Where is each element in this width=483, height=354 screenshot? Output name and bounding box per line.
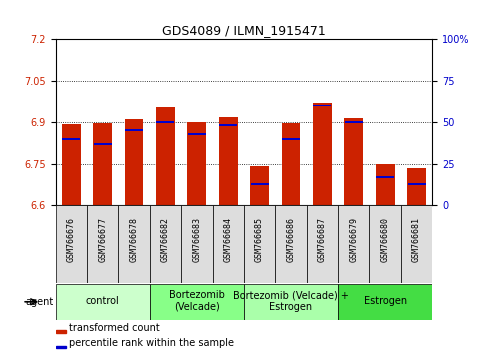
Text: control: control: [86, 296, 119, 306]
Bar: [56, 331, 66, 333]
Bar: [219, 116, 238, 205]
Bar: [125, 130, 143, 131]
Bar: [87, 205, 118, 283]
Text: GSM766677: GSM766677: [98, 217, 107, 262]
Bar: [376, 164, 395, 205]
Text: Estrogen: Estrogen: [364, 296, 407, 306]
Bar: [93, 123, 112, 205]
Bar: [118, 205, 150, 283]
Text: GSM766683: GSM766683: [192, 217, 201, 262]
Bar: [213, 205, 244, 283]
Bar: [62, 138, 80, 140]
Bar: [62, 124, 81, 205]
Text: GSM766679: GSM766679: [349, 217, 358, 262]
Bar: [275, 205, 307, 283]
Bar: [244, 205, 275, 283]
Bar: [282, 138, 300, 140]
Bar: [250, 166, 269, 205]
Bar: [181, 205, 213, 283]
Bar: [94, 143, 112, 145]
Bar: [156, 121, 174, 123]
Bar: [376, 176, 394, 178]
Text: GSM766684: GSM766684: [224, 217, 233, 262]
Bar: [56, 284, 150, 320]
Bar: [313, 103, 332, 205]
Bar: [251, 183, 269, 185]
Bar: [219, 125, 237, 126]
Text: agent: agent: [25, 297, 53, 307]
Text: Bortezomib
(Velcade): Bortezomib (Velcade): [169, 290, 225, 312]
Bar: [188, 133, 206, 135]
Text: GSM766687: GSM766687: [318, 217, 327, 262]
Bar: [344, 118, 363, 205]
Bar: [401, 205, 432, 283]
Text: GSM766676: GSM766676: [67, 217, 76, 262]
Bar: [125, 119, 143, 205]
Bar: [408, 183, 426, 185]
Bar: [56, 346, 66, 348]
Bar: [156, 107, 175, 205]
Text: GSM766680: GSM766680: [381, 217, 390, 262]
Bar: [244, 284, 338, 320]
Text: Bortezomib (Velcade) +
Estrogen: Bortezomib (Velcade) + Estrogen: [233, 290, 349, 312]
Bar: [338, 284, 432, 320]
Bar: [345, 121, 363, 123]
Bar: [369, 205, 401, 283]
Bar: [313, 104, 331, 107]
Bar: [150, 284, 244, 320]
Text: GSM766682: GSM766682: [161, 217, 170, 262]
Text: GSM766686: GSM766686: [286, 217, 296, 262]
Bar: [338, 205, 369, 283]
Text: percentile rank within the sample: percentile rank within the sample: [69, 338, 234, 348]
Bar: [307, 205, 338, 283]
Text: GSM766681: GSM766681: [412, 217, 421, 262]
Bar: [56, 205, 87, 283]
Text: transformed count: transformed count: [69, 323, 160, 333]
Text: GSM766678: GSM766678: [129, 217, 139, 262]
Text: GSM766685: GSM766685: [255, 217, 264, 262]
Bar: [150, 205, 181, 283]
Bar: [282, 123, 300, 205]
Bar: [407, 168, 426, 205]
Text: GDS4089 / ILMN_1915471: GDS4089 / ILMN_1915471: [162, 24, 326, 37]
Bar: [187, 121, 206, 205]
